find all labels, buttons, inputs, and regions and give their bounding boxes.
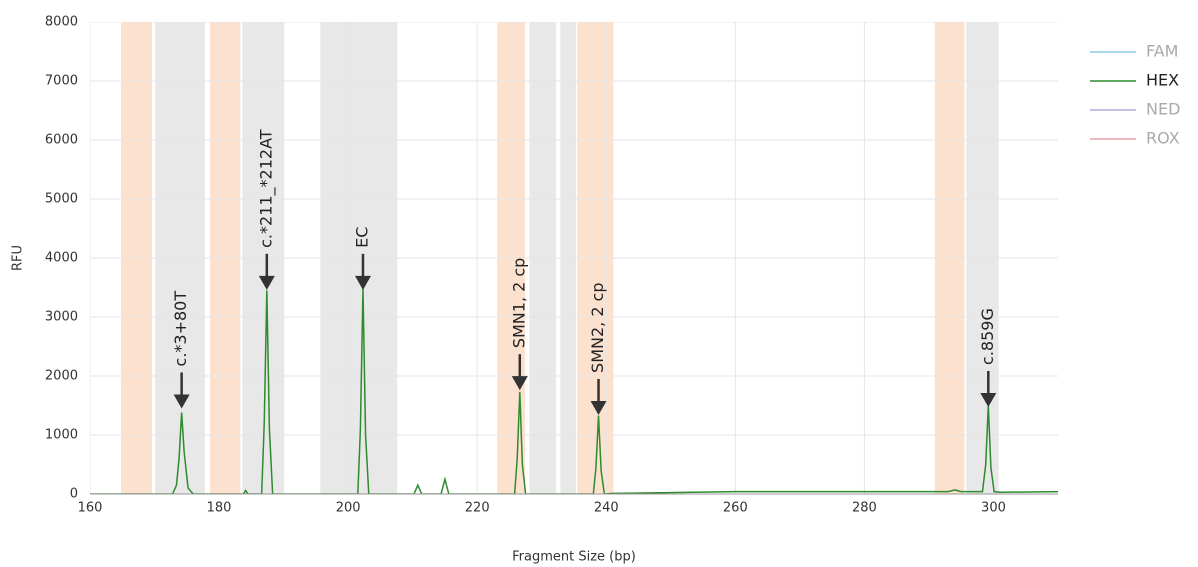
x-tick-label: 200 bbox=[336, 501, 361, 516]
y-tick-label: 8000 bbox=[45, 15, 78, 30]
x-tick-label: 180 bbox=[207, 501, 232, 516]
x-tick-label: 160 bbox=[78, 501, 103, 516]
y-tick-label: 1000 bbox=[45, 428, 78, 443]
y-tick-label: 6000 bbox=[45, 133, 78, 148]
legend-label: ROX bbox=[1146, 129, 1180, 148]
annotation-arrowhead bbox=[258, 275, 275, 290]
annotation-label: SMN1, 2 cp bbox=[509, 258, 528, 349]
annotation-label: EC bbox=[352, 227, 371, 248]
annotation-arrowhead bbox=[511, 376, 528, 391]
x-tick-label: 240 bbox=[594, 501, 619, 516]
x-tick-label: 220 bbox=[465, 501, 490, 516]
annotation-label: c.*3+80T bbox=[171, 291, 190, 367]
legend-label: FAM bbox=[1146, 42, 1178, 61]
y-tick-label: 5000 bbox=[45, 192, 78, 207]
y-tick-label: 0 bbox=[70, 487, 78, 502]
annotation-arrowhead bbox=[980, 392, 997, 407]
annotation-label: c.859G bbox=[978, 308, 997, 365]
series-line bbox=[90, 288, 1058, 494]
y-tick-label: 4000 bbox=[45, 251, 78, 266]
x-tick-label: 280 bbox=[852, 501, 877, 516]
annotation-label: c.*211_*212AT bbox=[256, 129, 276, 248]
annotation-arrowhead bbox=[173, 394, 190, 409]
legend-label: HEX bbox=[1146, 71, 1179, 90]
x-tick-label: 260 bbox=[723, 501, 748, 516]
annotation-arrowhead bbox=[590, 400, 607, 415]
y-tick-label: 2000 bbox=[45, 369, 78, 384]
legend-label: NED bbox=[1146, 100, 1180, 119]
annotation-label: SMN2, 2 cp bbox=[588, 282, 607, 373]
x-axis-label: Fragment Size (bp) bbox=[512, 550, 636, 565]
y-axis-label: RFU bbox=[11, 245, 26, 271]
plot bbox=[90, 22, 1058, 494]
x-tick-label: 300 bbox=[981, 501, 1006, 516]
annotation-arrowhead bbox=[354, 275, 371, 290]
y-tick-label: 7000 bbox=[45, 74, 78, 89]
y-tick-label: 3000 bbox=[45, 310, 78, 325]
